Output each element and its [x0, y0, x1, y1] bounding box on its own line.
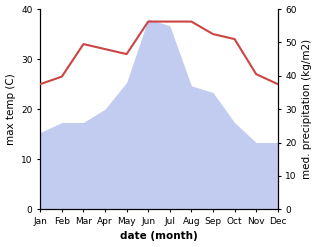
X-axis label: date (month): date (month) — [120, 231, 198, 242]
Y-axis label: max temp (C): max temp (C) — [5, 73, 16, 145]
Y-axis label: med. precipitation (kg/m2): med. precipitation (kg/m2) — [302, 39, 313, 179]
